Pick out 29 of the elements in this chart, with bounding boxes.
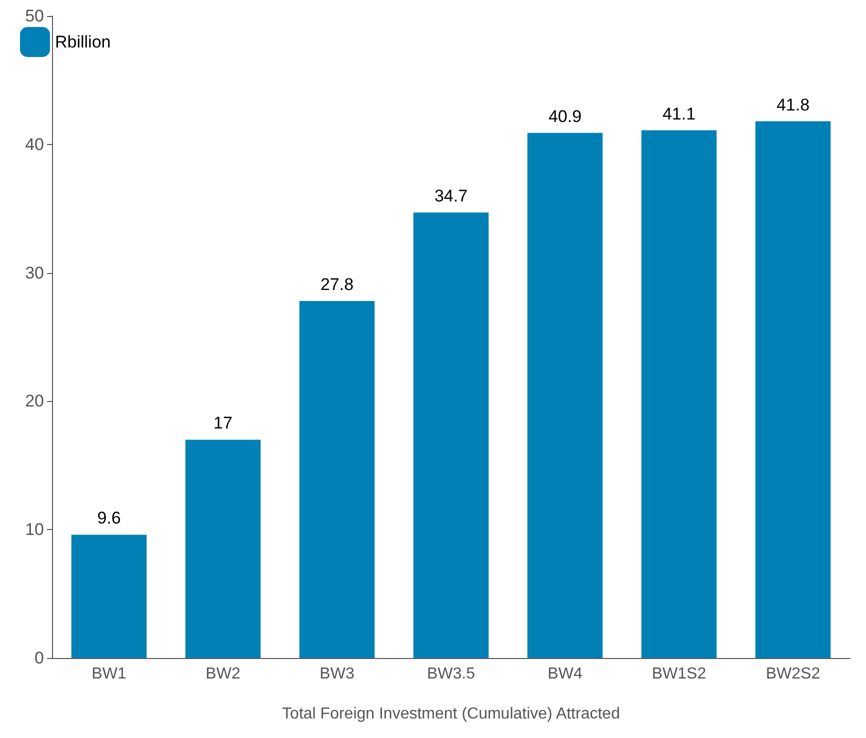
legend-label: Rbillion [55, 32, 111, 52]
y-tick-label: 30 [25, 263, 44, 282]
data-label: 41.1 [662, 104, 696, 124]
data-label: 17 [214, 414, 232, 433]
y-tick-label: 10 [25, 520, 44, 540]
x-tick-label: BW2S2 [766, 666, 820, 682]
bar [413, 212, 489, 658]
y-tick-label: 40 [25, 134, 44, 154]
y-tick-label: 20 [25, 392, 44, 411]
y-tick-label: 0 [34, 648, 44, 668]
x-tick-label: BW3.5 [426, 666, 476, 682]
bar [527, 132, 603, 658]
bar [299, 301, 375, 658]
data-label: 27.8 [320, 275, 354, 294]
bar [71, 534, 147, 658]
data-label: 9.6 [97, 508, 121, 528]
x-axis-title: Total Foreign Investment (Cumulative) Attracted [282, 706, 620, 722]
x-tick-label: BW1 [92, 666, 126, 682]
x-tick-label: BW2 [206, 666, 240, 682]
x-tick-label: BW4 [548, 666, 582, 682]
bar [185, 440, 261, 658]
y-tick-label: 50 [25, 6, 44, 26]
data-label: 41.8 [776, 95, 810, 114]
data-label: 34.7 [434, 186, 468, 206]
bar [755, 121, 831, 658]
bar [641, 130, 717, 658]
x-tick-label: BW3 [320, 666, 354, 682]
x-tick-label: BW1S2 [652, 666, 706, 682]
data-label: 40.9 [548, 106, 582, 126]
